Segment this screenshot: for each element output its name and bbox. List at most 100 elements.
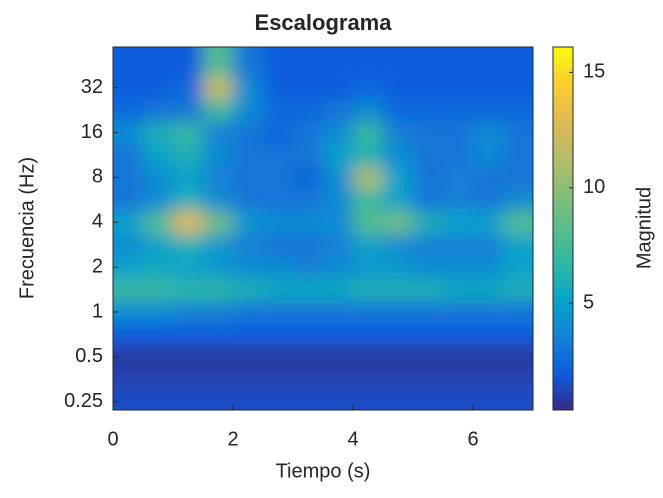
heat-cell bbox=[263, 390, 294, 410]
heat-cell bbox=[443, 368, 474, 392]
heat-cell bbox=[233, 345, 264, 369]
heat-cell bbox=[383, 390, 414, 410]
heat-cell bbox=[473, 255, 504, 279]
x-tick-label: 0 bbox=[107, 428, 118, 450]
heat-cell bbox=[113, 255, 144, 279]
heat-cell bbox=[203, 76, 234, 100]
heat-cell bbox=[353, 278, 384, 302]
chart-title: Escalograma bbox=[255, 10, 393, 35]
heat-cell bbox=[413, 211, 444, 234]
heat-cell bbox=[323, 278, 354, 302]
heat-cell bbox=[473, 143, 504, 167]
heat-cell bbox=[413, 47, 444, 78]
heat-cell bbox=[173, 233, 204, 257]
colorbar-tick-label: 5 bbox=[583, 291, 594, 313]
colorbar-label: Magnitud bbox=[633, 187, 655, 269]
heat-cell bbox=[173, 255, 204, 279]
heat-cell bbox=[263, 278, 294, 302]
heat-cell bbox=[503, 300, 533, 324]
heat-cell bbox=[353, 98, 384, 122]
heat-cell bbox=[503, 323, 533, 347]
heat-cell bbox=[323, 300, 354, 324]
heat-cell bbox=[143, 255, 174, 279]
heat-cell bbox=[293, 98, 324, 122]
heat-cell bbox=[323, 47, 354, 78]
x-tick-label: 4 bbox=[347, 428, 358, 450]
heat-cell bbox=[443, 278, 474, 302]
heat-cell bbox=[473, 233, 504, 257]
heat-cell bbox=[203, 390, 234, 410]
heat-cell bbox=[473, 390, 504, 410]
heat-cell bbox=[233, 98, 264, 122]
heat-cell bbox=[503, 345, 533, 369]
heat-cell bbox=[293, 143, 324, 167]
heat-cell bbox=[323, 98, 354, 122]
heat-cell bbox=[293, 323, 324, 347]
heat-cell bbox=[473, 211, 504, 234]
heat-cell bbox=[203, 278, 234, 302]
heat-cell bbox=[173, 121, 204, 145]
heat-cell bbox=[473, 345, 504, 369]
heat-cell bbox=[323, 233, 354, 257]
heat-cell bbox=[413, 255, 444, 279]
x-axis-label: Tiempo (s) bbox=[276, 460, 371, 482]
heat-cell bbox=[473, 278, 504, 302]
heat-cell bbox=[173, 368, 204, 392]
heat-cell bbox=[233, 368, 264, 392]
heat-cell bbox=[473, 323, 504, 347]
x-tick-label: 2 bbox=[227, 428, 238, 450]
heat-cell bbox=[263, 345, 294, 369]
heat-cell bbox=[143, 345, 174, 369]
heat-cell bbox=[293, 300, 324, 324]
heat-cell bbox=[113, 368, 144, 392]
heat-cell bbox=[293, 76, 324, 100]
heat-cell bbox=[173, 390, 204, 410]
heat-cell bbox=[503, 76, 533, 100]
heat-cell bbox=[413, 188, 444, 212]
heat-cell bbox=[473, 166, 504, 190]
heat-cell bbox=[143, 300, 174, 324]
heat-cell bbox=[203, 233, 234, 257]
heat-cell bbox=[413, 323, 444, 347]
heat-cell bbox=[323, 211, 354, 234]
heat-cell bbox=[143, 76, 174, 100]
heat-cell bbox=[143, 390, 174, 410]
heat-cell bbox=[413, 166, 444, 190]
heat-cell bbox=[413, 368, 444, 392]
heat-cell bbox=[473, 121, 504, 145]
heat-cell bbox=[383, 166, 414, 190]
heat-cell bbox=[353, 345, 384, 369]
heat-cell bbox=[503, 47, 533, 78]
heat-cell bbox=[113, 211, 144, 234]
heat-cell bbox=[383, 47, 414, 78]
heat-cell bbox=[113, 323, 144, 347]
heat-cell bbox=[413, 300, 444, 324]
heat-cell bbox=[113, 166, 144, 190]
heat-cell bbox=[353, 188, 384, 212]
heat-cell bbox=[293, 47, 324, 78]
heat-cell bbox=[173, 345, 204, 369]
heat-cell bbox=[203, 121, 234, 145]
heat-cell bbox=[413, 345, 444, 369]
heat-cell bbox=[323, 121, 354, 145]
heat-cell bbox=[503, 143, 533, 167]
heat-cell bbox=[203, 300, 234, 324]
heat-cell bbox=[293, 390, 324, 410]
heat-cell bbox=[383, 368, 414, 392]
heat-cell bbox=[233, 143, 264, 167]
heat-cell bbox=[233, 47, 264, 78]
heat-cell bbox=[353, 368, 384, 392]
heat-cell bbox=[173, 278, 204, 302]
heat-cell bbox=[293, 166, 324, 190]
heat-cell bbox=[233, 188, 264, 212]
heat-cell bbox=[323, 166, 354, 190]
heat-cell bbox=[383, 278, 414, 302]
heat-cell bbox=[143, 47, 174, 78]
heat-cell bbox=[353, 233, 384, 257]
heat-cell bbox=[293, 255, 324, 279]
heat-cell bbox=[143, 188, 174, 212]
heat-cell bbox=[263, 211, 294, 234]
heat-cell bbox=[503, 233, 533, 257]
heat-cell bbox=[233, 121, 264, 145]
